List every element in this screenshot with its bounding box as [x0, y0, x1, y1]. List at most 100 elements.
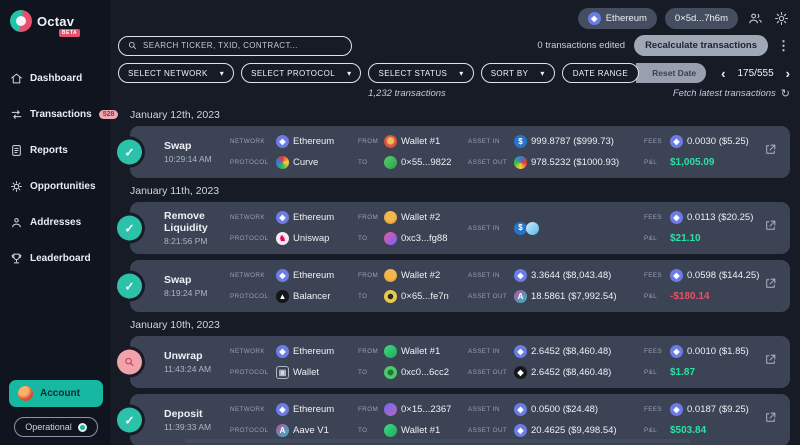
external-link-button[interactable]	[764, 411, 780, 429]
horizontal-scrollbar[interactable]	[185, 439, 690, 443]
status-dot-icon	[77, 422, 87, 432]
sidebar-item-leaderboard[interactable]: Leaderboard	[10, 252, 102, 265]
field-label: ASSET OUT	[468, 159, 508, 166]
status-check-icon: ✓	[117, 273, 142, 299]
field-label: FROM	[358, 406, 379, 413]
sidebar-item-label: Transactions	[30, 109, 92, 120]
status-label: Operational	[25, 422, 72, 432]
external-link-icon	[766, 354, 776, 364]
select-network-dropdown[interactable]: SELECT NETWORK ▾	[118, 63, 235, 83]
sidebar-item-addresses[interactable]: Addresses	[10, 216, 102, 229]
next-page-icon[interactable]: ›	[785, 65, 790, 81]
to-address: 0×55...9822	[401, 157, 452, 168]
sidebar-item-dashboard[interactable]: Dashboard	[10, 72, 102, 85]
aave-icon: A	[514, 290, 527, 303]
select-protocol-dropdown[interactable]: SELECT PROTOCOL ▾	[241, 63, 362, 83]
contacts-button[interactable]	[746, 10, 764, 28]
reset-date-button[interactable]: Reset Date	[636, 63, 707, 83]
sidebar: Octav BETA Dashboard Transactions 528 Rep…	[0, 0, 119, 445]
filter-label: SELECT PROTOCOL	[251, 68, 336, 78]
date-range-input[interactable]: DATE RANGE	[561, 63, 640, 83]
chevron-down-icon: ▾	[540, 68, 545, 78]
settings-button[interactable]	[772, 10, 790, 28]
asset-amount: 0.0500 ($24.48)	[531, 404, 599, 415]
weth-icon: ◆	[514, 366, 527, 379]
field-label: PROTOCOL	[230, 235, 269, 242]
to-address: 0×65...fe7n	[401, 291, 449, 302]
curve-icon	[276, 156, 289, 169]
field-label: TO	[358, 427, 368, 434]
external-link-button[interactable]	[764, 277, 780, 295]
transaction-row[interactable]: ✓ Swap 8:19:24 PM NETWORK ◆ Ethereum PROTOC…	[117, 260, 790, 312]
external-link-icon	[766, 144, 776, 154]
wallet-address-pill[interactable]: 0×5d...7h6m	[664, 8, 738, 29]
sort-by-dropdown[interactable]: SORT BY ▾	[480, 63, 555, 83]
fetch-label: Fetch latest transactions	[672, 88, 776, 99]
w_orange-icon	[384, 135, 397, 148]
transaction-row[interactable]: ✓ Swap 10:29:14 AM NETWORK ◆ Ethereum PROTO…	[117, 126, 790, 178]
external-link-button[interactable]	[764, 353, 780, 371]
kebab-menu-icon[interactable]: ⋮	[777, 38, 790, 53]
field-label: NETWORK	[230, 348, 265, 355]
brand-name: Octav BETA	[37, 14, 81, 37]
asset-amount: 20.4625 ($9,498.54)	[531, 425, 617, 436]
to-address: Wallet #1	[401, 425, 441, 436]
transaction-time: 8:21:56 PM	[164, 236, 208, 247]
field-label: FEES	[644, 138, 663, 145]
transactions-count: 1,232 transactions	[368, 88, 446, 99]
operational-status-pill[interactable]: Operational	[14, 417, 98, 437]
field-label: P&L	[644, 427, 658, 434]
date-group-header: January 11th, 2023	[130, 185, 220, 197]
asset-amount: 2.6452 ($8,460.48)	[531, 346, 612, 357]
transaction-row[interactable]: Unwrap 11:43:24 AM NETWORK ◆ Ethereum PROTO…	[117, 336, 790, 388]
search-row: 0 transactions edited Recalculate transa…	[118, 35, 790, 56]
sidebar-item-opportunities[interactable]: Opportunities	[10, 180, 102, 193]
eth-icon: ◆	[276, 135, 289, 148]
transaction-row[interactable]: ✓ Remove Liquidity 8:21:56 PM NETWORK ◆ Et…	[117, 202, 790, 254]
field-label: FROM	[358, 214, 379, 221]
transaction-type: Deposit	[164, 407, 203, 420]
field-label: P&L	[644, 369, 658, 376]
transaction-type: Remove Liquidity	[164, 209, 208, 234]
wallet-address-label: 0×5d...7h6m	[674, 13, 728, 24]
external-link-button[interactable]	[764, 143, 780, 161]
w_yellow-icon	[384, 211, 397, 224]
transaction-type: Swap	[164, 139, 192, 152]
field-label: P&L	[644, 293, 658, 300]
eth-icon: ◆	[276, 345, 289, 358]
account-label: Account	[40, 388, 80, 399]
field-label: PROTOCOL	[230, 369, 269, 376]
sidebar-item-reports[interactable]: Reports	[10, 144, 102, 157]
top-bar: ◆ Ethereum 0×5d...7h6m	[118, 8, 790, 29]
network-pill[interactable]: ◆ Ethereum	[577, 8, 657, 29]
from-address: 0×15...2367	[401, 404, 452, 415]
recalculate-transactions-button[interactable]: Recalculate transactions	[634, 35, 768, 56]
field-label: TO	[358, 235, 368, 242]
date-group-header: January 12th, 2023	[130, 109, 220, 121]
fetch-latest-transactions[interactable]: Fetch latest transactions ↻	[673, 87, 790, 100]
external-link-button[interactable]	[764, 219, 780, 237]
search-bar[interactable]	[118, 35, 352, 56]
prev-page-icon[interactable]: ‹	[721, 65, 726, 81]
select-status-dropdown[interactable]: SELECT STATUS ▾	[368, 63, 474, 83]
transaction-row[interactable]: ✓ Deposit 11:39:33 AM NETWORK ◆ Ethereum PR…	[117, 394, 790, 445]
bluecoin-icon	[526, 221, 539, 235]
network-pill-label: Ethereum	[605, 13, 647, 24]
a_pink-icon	[384, 232, 397, 245]
date-group-header: January 10th, 2023	[130, 319, 220, 331]
sidebar-item-transactions[interactable]: Transactions 528	[10, 108, 119, 121]
field-label: FROM	[358, 138, 379, 145]
a_greencross-icon	[384, 366, 397, 379]
filters-row: SELECT NETWORK ▾ SELECT PROTOCOL ▾ SELECT …	[118, 63, 790, 83]
account-button[interactable]: Account	[9, 380, 103, 407]
search-input[interactable]	[143, 41, 342, 50]
protocol-name: Curve	[293, 157, 319, 168]
transaction-time: 10:29:14 AM	[164, 154, 212, 165]
usdc-icon: $	[514, 221, 527, 235]
field-label: FEES	[644, 272, 663, 279]
field-label: ASSET IN	[468, 138, 500, 145]
eth-icon: ◆	[276, 269, 289, 282]
field-label: FEES	[644, 348, 663, 355]
meta-row: 1,232 transactions Fetch latest transact…	[118, 87, 790, 100]
asset-amount: 999.8787 ($999.73)	[531, 136, 614, 147]
